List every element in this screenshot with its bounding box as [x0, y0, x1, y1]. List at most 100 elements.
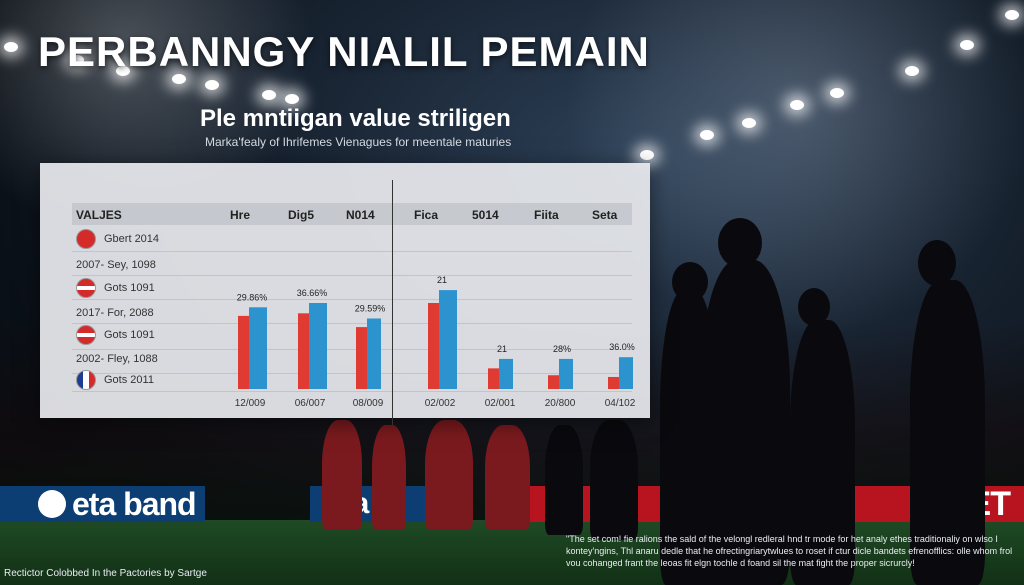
bar-series-1 — [548, 375, 559, 389]
floodlight — [905, 66, 919, 76]
grid-line — [72, 299, 632, 300]
chart-subtitle: Ple mntiigan value striligen — [200, 105, 511, 132]
floodlight — [700, 130, 714, 140]
bar-series-2 — [559, 358, 573, 389]
bar-series-1 — [238, 315, 249, 389]
player-head — [918, 240, 956, 286]
flag-icon — [76, 325, 96, 345]
bar-data-label: 36.66% — [297, 288, 328, 298]
floodlight — [1005, 10, 1019, 20]
row-label-text: Gots 1091 — [104, 282, 155, 294]
x-tick-label: 02/002 — [425, 398, 456, 409]
floodlight — [70, 55, 84, 65]
bar-data-label: 29.86% — [237, 292, 268, 302]
row-label: Gbert 2014 — [76, 229, 159, 249]
grid-line — [72, 373, 632, 374]
chart-caption: Marka'fealy of Ihrifemes Vienagues for m… — [205, 135, 512, 149]
floodlight — [830, 88, 844, 98]
flag-icon — [76, 278, 96, 298]
floodlight — [790, 100, 804, 110]
player-silhouette — [790, 320, 855, 585]
grid-line — [72, 391, 632, 392]
player-silhouette — [590, 420, 638, 540]
x-tick-label: 12/009 — [235, 398, 266, 409]
bar-series-2 — [499, 358, 513, 389]
row-label-text: Gots 2011 — [104, 374, 154, 386]
floodlight — [640, 150, 654, 160]
floodlight — [116, 66, 130, 76]
chart-panel: VALJES Hre Dig5 N014 Fica 5014 Fiita Set… — [40, 163, 650, 418]
x-tick-label: 02/001 — [485, 398, 516, 409]
x-tick-label: 20/800 — [545, 398, 576, 409]
floodlight — [960, 40, 974, 50]
bar-data-label: 21 — [437, 275, 447, 285]
player-head — [672, 262, 708, 302]
bar-series-2 — [619, 357, 633, 389]
chart-divider — [392, 180, 393, 425]
row-label: 2007- Sey, 1098 — [76, 259, 156, 271]
footer-credit: Rectictor Colobbed In the Pactories by S… — [4, 568, 207, 579]
bar-data-label: 29.59% — [355, 303, 386, 313]
floodlight — [205, 80, 219, 90]
player-silhouette — [322, 420, 362, 530]
column-header: Fica — [414, 208, 439, 222]
bar-series-2 — [439, 290, 457, 389]
bar-data-label: 36.0% — [609, 342, 635, 352]
column-header: Hre — [230, 208, 251, 222]
floodlight — [285, 94, 299, 104]
page-title: PERBANNGY NIALIL PEMAIN — [38, 28, 650, 75]
column-header: 5014 — [472, 208, 499, 222]
floodlight — [262, 90, 276, 100]
grid-line — [72, 349, 632, 350]
bar-series-2 — [367, 318, 381, 389]
bar-series-1 — [356, 327, 367, 389]
row-label: 2002- Fley, 1088 — [76, 353, 158, 365]
grid-line — [72, 251, 632, 252]
floodlight — [742, 118, 756, 128]
x-tick-label: 08/009 — [353, 398, 384, 409]
footer-note: "The set com! fie ralions the sald of th… — [566, 534, 1013, 568]
player-silhouette — [700, 260, 790, 585]
player-silhouette — [425, 420, 473, 530]
row-label-text: 2002- Fley, 1088 — [76, 353, 158, 365]
ad-board-left-text: eta band — [72, 485, 197, 522]
column-header: N014 — [346, 208, 375, 222]
x-tick-label: 06/007 — [295, 398, 326, 409]
row-label-text: 2007- Sey, 1098 — [76, 259, 156, 271]
player-head — [718, 218, 762, 268]
table-header-bar — [72, 203, 632, 225]
player-silhouette — [910, 280, 985, 585]
x-tick-label: 04/102 — [605, 398, 636, 409]
player-silhouette — [372, 425, 406, 530]
row-label-text: Gbert 2014 — [104, 233, 160, 245]
row-label: Gots 2011 — [76, 370, 154, 390]
bar-series-1 — [428, 303, 439, 389]
row-label: Gots 1091 — [76, 278, 155, 298]
column-header: Fiita — [534, 208, 559, 222]
player-silhouette — [545, 425, 583, 535]
column-header: Seta — [592, 208, 618, 222]
flag-icon — [76, 229, 96, 249]
bar-series-1 — [298, 313, 309, 389]
bar-chart: 29.86% 12/009 36.66% 06/007 29.59% 08/009 21 02… — [235, 275, 636, 409]
bar-series-1 — [608, 376, 619, 389]
floodlight — [4, 42, 18, 52]
bar-series-1 — [488, 368, 499, 389]
column-header: Dig5 — [288, 208, 315, 222]
flag-icon — [76, 370, 96, 390]
bar-data-label: 28% — [553, 344, 571, 354]
bar-data-label: 21 — [497, 344, 507, 354]
bar-series-2 — [249, 307, 267, 389]
sponsor-logo-icon — [38, 490, 66, 518]
grid-line — [72, 323, 632, 324]
player-head — [798, 288, 830, 326]
row-label: Gots 1091 — [76, 325, 155, 345]
grid-line — [72, 275, 632, 276]
row-label: 2017- For, 2088 — [76, 307, 154, 319]
floodlight — [172, 74, 186, 84]
ad-board-left: eta band — [0, 486, 205, 522]
row-label-text: 2017- For, 2088 — [76, 307, 154, 319]
row-label-text: Gots 1091 — [104, 329, 155, 341]
bar-series-2 — [309, 303, 327, 389]
table-header-label: VALJES — [76, 208, 122, 222]
